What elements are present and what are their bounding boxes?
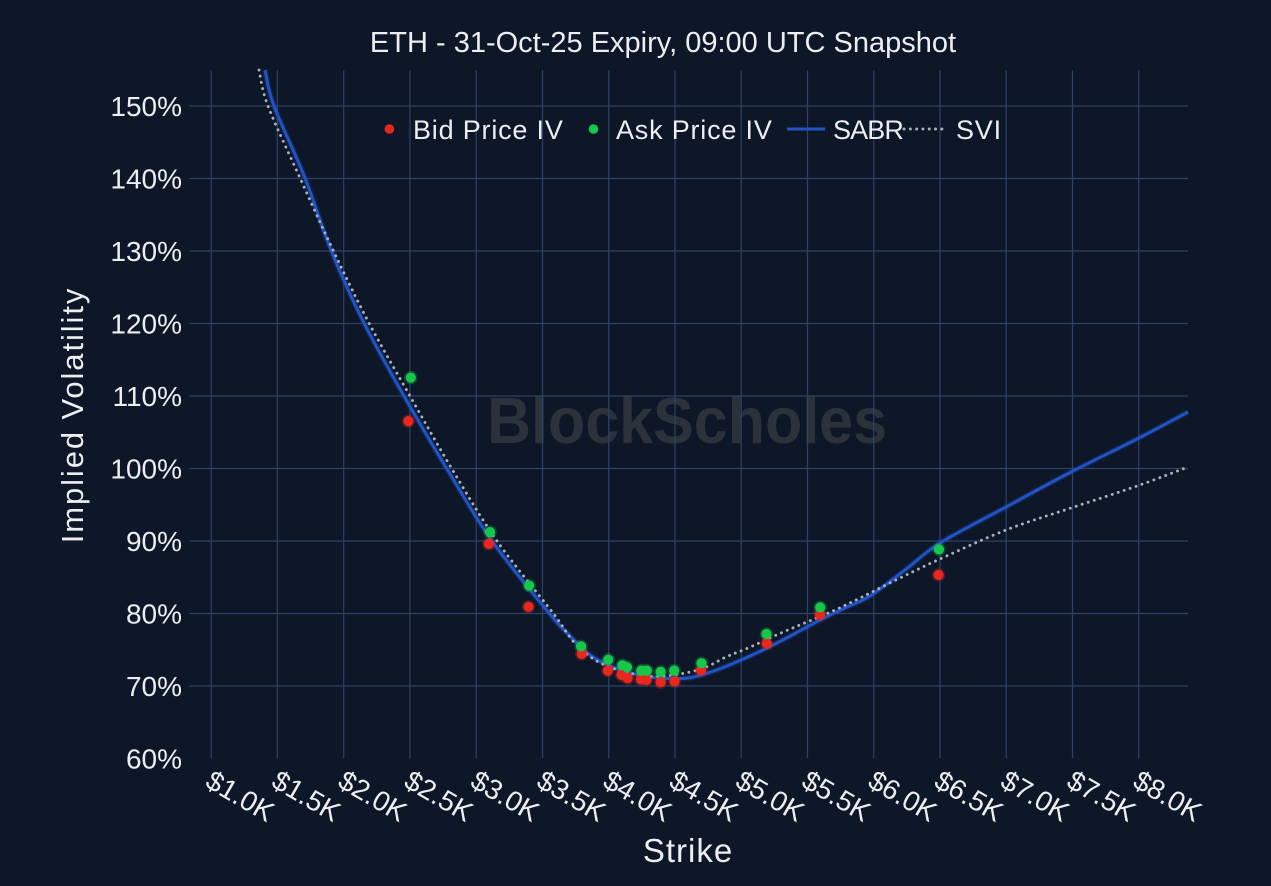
svg-text:Ask Price IV: Ask Price IV [616,115,773,145]
svg-text:110%: 110% [112,381,182,412]
svg-text:70%: 70% [126,671,182,702]
svg-text:130%: 130% [110,236,182,267]
svg-text:90%: 90% [126,526,182,557]
svg-text:BlockScholes: BlockScholes [487,384,887,457]
svg-text:SABR: SABR [833,115,903,145]
svg-text:Bid Price IV: Bid Price IV [413,115,564,145]
svg-text:SVI: SVI [956,115,1002,145]
svg-text:80%: 80% [126,598,182,629]
svg-text:ETH - 31-Oct-25 Expiry, 09:00: ETH - 31-Oct-25 Expiry, 09:00 UTC Snapsh… [370,27,956,59]
svg-text:60%: 60% [126,743,182,774]
svg-text:120%: 120% [110,308,182,339]
svg-text:150%: 150% [110,91,182,122]
svg-text:100%: 100% [110,453,182,484]
svg-text:Strike: Strike [643,832,733,869]
svg-text:Implied Volatility: Implied Volatility [55,287,90,543]
svg-text:140%: 140% [110,163,182,194]
